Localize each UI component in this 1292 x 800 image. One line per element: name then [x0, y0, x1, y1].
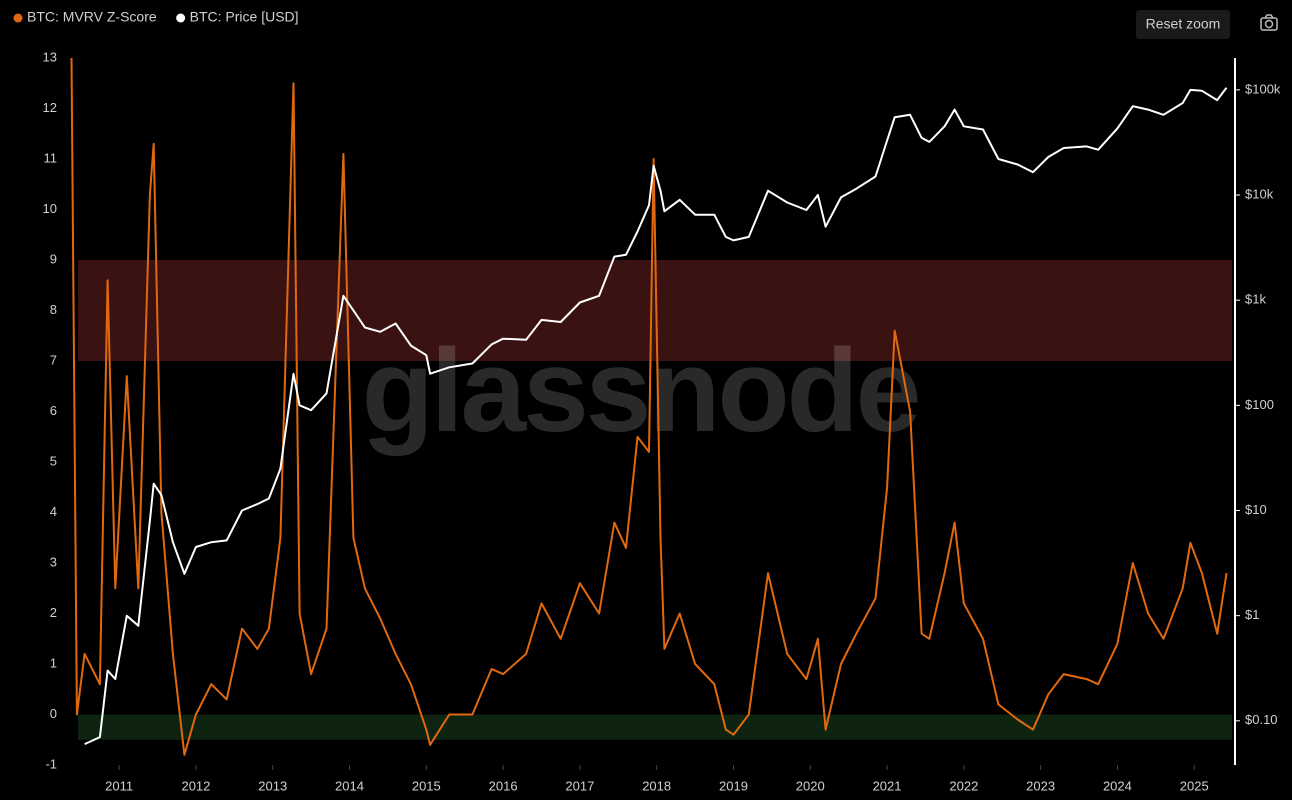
x-tick-label: 2011: [105, 778, 133, 793]
y-tick-label: 7: [50, 352, 57, 367]
x-tick-label: 2017: [565, 778, 594, 793]
y-tick-label: 9: [50, 251, 57, 266]
x-tick-label: 2019: [719, 778, 748, 793]
y-tick-label: 13: [43, 49, 57, 64]
y-tick-label: 8: [50, 302, 57, 317]
y2-tick-label: $100k: [1245, 81, 1281, 96]
y-tick-label: 5: [50, 453, 57, 468]
x-tick-label: 2022: [949, 778, 978, 793]
x-tick-label: 2024: [1103, 778, 1132, 793]
x-tick-label: 2018: [642, 778, 671, 793]
x-tick-label: 2012: [181, 778, 210, 793]
y-tick-label: -1: [45, 756, 57, 771]
x-tick-label: 2025: [1180, 778, 1209, 793]
y2-tick-label: $10: [1245, 502, 1267, 517]
camera-top[interactable]: [1264, 14, 1274, 19]
camera-lens[interactable]: [1264, 19, 1274, 29]
y2-tick-label: $0.10: [1245, 712, 1278, 727]
y-tick-label: 10: [43, 201, 57, 216]
series-line: [84, 87, 1228, 746]
legend-label: BTC: Price [USD]: [190, 9, 299, 25]
reset-zoom-bg[interactable]: [1136, 10, 1230, 39]
x-tick-label: 2015: [412, 778, 441, 793]
x-tick-label: 2014: [335, 778, 364, 793]
legend-dot: [13, 13, 23, 23]
legend-label: BTC: MVRV Z-Score: [27, 9, 157, 25]
y-tick-label: 11: [44, 150, 58, 165]
series-line: [70, 57, 1228, 756]
y2-tick-label: $1: [1245, 607, 1259, 622]
y2-tick-label: $10k: [1245, 186, 1274, 201]
y-tick-label: 1: [50, 655, 57, 670]
watermark: glassnode: [362, 325, 919, 457]
y-tick-label: 4: [50, 504, 57, 519]
y-tick-label: 0: [50, 706, 57, 721]
legend-dot: [176, 13, 186, 23]
x-tick-label: 2020: [796, 778, 825, 793]
y-tick-label: 3: [50, 554, 57, 569]
x-tick-label: 2013: [258, 778, 287, 793]
x-tick-label: 2023: [1026, 778, 1055, 793]
reset-zoom-button[interactable]: Reset zoom: [1136, 10, 1230, 39]
y2-tick-label: $100: [1245, 397, 1274, 412]
x-tick-label: 2016: [489, 778, 518, 793]
y-tick-label: 6: [50, 403, 57, 418]
camera-icon[interactable]: [1260, 14, 1278, 31]
camera-body[interactable]: [1260, 17, 1278, 31]
y2-tick-label: $1k: [1245, 292, 1266, 307]
reset-zoom-label[interactable]: Reset zoom: [1146, 16, 1221, 32]
x-tick-label: 2021: [873, 778, 902, 793]
y-tick-label: 12: [43, 100, 57, 115]
y-tick-label: 2: [50, 605, 57, 620]
zone-band: [78, 714, 1232, 740]
